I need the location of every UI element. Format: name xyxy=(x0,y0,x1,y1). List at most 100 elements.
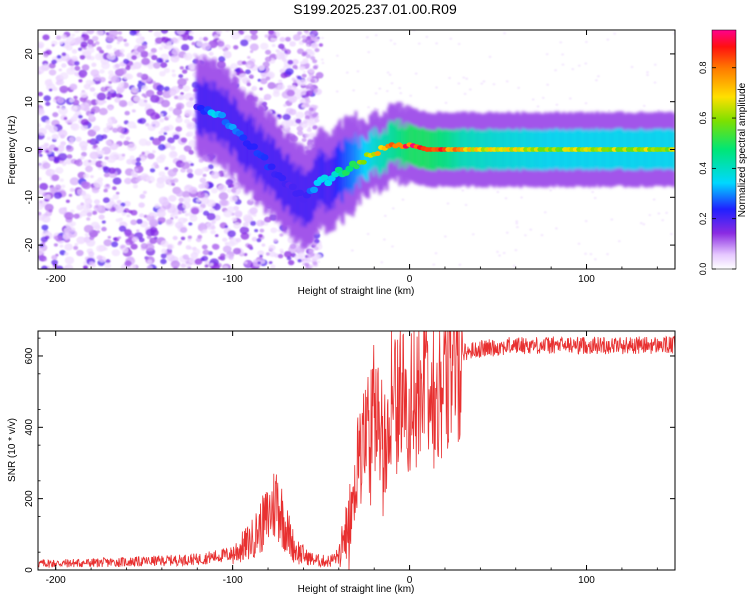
spectrogram-noise-blob xyxy=(568,97,572,100)
spectrogram-noise-blob xyxy=(74,242,79,247)
spectrogram-noise-blob xyxy=(41,265,48,269)
spectrogram-noise-blob xyxy=(53,191,63,199)
spectrogram-noise-blob xyxy=(95,147,100,151)
spectrogram-noise-blob xyxy=(91,187,100,194)
spectrogram-noise-blob xyxy=(399,92,403,95)
spectrogram-noise-blob xyxy=(81,64,90,71)
spectrogram-noise-blob xyxy=(465,77,469,80)
colorbar-label: Normalized spectral amplitude xyxy=(737,82,748,217)
spectrogram-noise-blob xyxy=(204,264,209,268)
spectrogram-ridge-mid xyxy=(249,113,253,165)
spectrogram-noise-blob xyxy=(191,117,197,122)
spectrogram-noise-blob xyxy=(91,43,96,47)
spectrogram-noise-blob xyxy=(123,200,131,207)
colorbar-ticks: 0.0 0.2 0.4 0.6 0.8 xyxy=(698,61,736,275)
spectrogram-noise-blob xyxy=(43,63,48,68)
spectrogram-noise-blob xyxy=(492,83,496,86)
spectrogram-noise-blob xyxy=(435,86,438,89)
spectrogram-noise-blob xyxy=(462,76,466,79)
spectrogram-noise-blob xyxy=(280,120,291,129)
spectrogram-noise-blob xyxy=(38,147,43,155)
spectrogram-noise-blob xyxy=(224,242,229,246)
spectrogram-noise-blob xyxy=(107,70,114,76)
spectrogram-noise-blob xyxy=(117,126,125,133)
spectrogram-noise-blob xyxy=(496,250,499,254)
spectrogram-noise-blob xyxy=(245,69,251,75)
spectrogram-noise-blob xyxy=(269,251,277,258)
spectrogram-ridge-mid xyxy=(385,133,389,174)
spectrogram-noise-blob xyxy=(235,237,242,243)
spectrogram-noise-blob xyxy=(133,95,141,103)
spectrogram-noise-blob xyxy=(129,155,135,160)
spectrogram-noise-blob xyxy=(139,194,146,199)
spectrogram-core-layer xyxy=(193,103,675,203)
spectrogram-ridge-mid xyxy=(392,121,396,162)
spectrogram-noise-blob xyxy=(446,202,450,205)
spectrogram-noise-blob xyxy=(610,218,614,221)
spectrogram-noise-blob xyxy=(229,195,238,203)
spectrogram-noise-blob xyxy=(101,226,107,232)
spectrogram-noise-blob xyxy=(99,76,106,83)
spectrogram-noise-blob xyxy=(204,260,211,266)
spectrogram-noise-blob xyxy=(79,91,88,98)
spectrogram-noise-blob xyxy=(264,34,269,38)
spectrogram-noise-blob xyxy=(180,92,184,96)
spectrogram-noise-blob xyxy=(38,177,42,181)
spectrogram-noise-blob xyxy=(38,107,45,115)
spectrogram-noise-blob xyxy=(277,83,285,91)
spectrogram-noise-blob xyxy=(307,139,313,144)
spectrogram-noise-blob xyxy=(317,260,321,263)
spectrogram-noise-blob xyxy=(90,175,94,179)
spectrogram-y-ticks: -20 -10 0 10 20 xyxy=(24,48,675,252)
spectrogram-noise-blob xyxy=(87,39,94,45)
spectrogram-noise-blob xyxy=(541,96,545,99)
spectrogram-ridge-mid xyxy=(378,137,382,178)
spectrogram-ridge-mid xyxy=(357,136,361,177)
spectrogram-noise-blob xyxy=(401,198,405,201)
snr-panel: -200 -100 0 100 0 200 400 600 Height of straig… xyxy=(7,330,676,595)
spectrogram-noise-blob xyxy=(653,81,657,84)
spectrogram-noise-blob xyxy=(206,212,216,221)
spectrogram-noise-blob xyxy=(276,114,281,118)
spectrogram-noise-blob xyxy=(56,97,65,104)
spectrogram-noise-blob xyxy=(311,52,314,55)
spectrogram-noise-blob xyxy=(66,154,73,159)
spectrogram-noise-blob xyxy=(258,65,266,71)
spectrogram-noise-blob xyxy=(175,189,184,197)
spectrogram-noise-blob xyxy=(110,75,120,84)
spectrogram-x-axis-label: Height of straight line (km) xyxy=(298,286,415,297)
spectrogram-noise-blob xyxy=(107,235,112,239)
spectrogram-noise-blob xyxy=(39,182,49,191)
spectrogram-noise-blob xyxy=(157,216,166,224)
spectrogram-noise-blob xyxy=(512,264,516,267)
spectrogram-noise-blob xyxy=(277,50,283,55)
spectrogram-noise-blob xyxy=(312,88,318,93)
spectrogram-noise-blob xyxy=(301,104,307,109)
spectrogram-noise-blob xyxy=(305,36,311,41)
spectrogram-noise-blob xyxy=(163,67,171,74)
spectrogram-noise-blob xyxy=(80,202,85,206)
spectrogram-noise-blob xyxy=(119,48,125,54)
spectrogram-noise-blob xyxy=(106,44,113,50)
spectrogram-noise-blob xyxy=(65,222,74,229)
spectrogram-noise-blob xyxy=(385,89,389,93)
spectrogram-noise-blob xyxy=(59,244,64,248)
spectrogram-noise-blob xyxy=(171,73,177,78)
spectrogram-noise-blob xyxy=(149,168,156,173)
spectrogram-y-axis-label: Frequency (Hz) xyxy=(7,116,18,185)
spectrogram-noise-blob xyxy=(235,68,241,73)
spectrogram-ridge-mid xyxy=(227,89,230,141)
spectrogram-noise-blob xyxy=(297,75,302,80)
spectrogram-noise-blob xyxy=(201,244,208,250)
spectrogram-noise-blob xyxy=(145,122,150,127)
spectrogram-noise-blob xyxy=(172,134,180,140)
spectrogram-noise-blob xyxy=(607,109,611,112)
spectrogram-noise-blob xyxy=(597,75,600,78)
spectrogram-noise-blob xyxy=(61,63,67,68)
spectrogram-ridge-mid xyxy=(368,131,372,172)
spectrogram-noise-blob xyxy=(505,80,509,83)
spectrogram-noise-blob xyxy=(151,120,161,128)
spectrogram-noise-blob xyxy=(217,256,223,260)
spectrogram-noise-blob xyxy=(101,220,106,224)
spectrogram-noise-blob xyxy=(180,263,186,268)
